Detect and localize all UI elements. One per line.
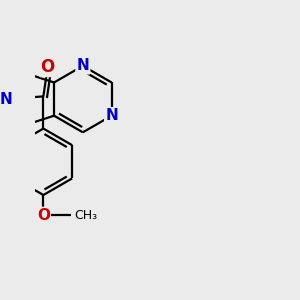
Text: N: N <box>76 58 89 74</box>
Text: O: O <box>37 208 50 223</box>
Text: O: O <box>40 58 55 76</box>
Text: N: N <box>105 108 118 123</box>
Text: CH₃: CH₃ <box>74 209 97 222</box>
Text: N: N <box>0 92 12 106</box>
